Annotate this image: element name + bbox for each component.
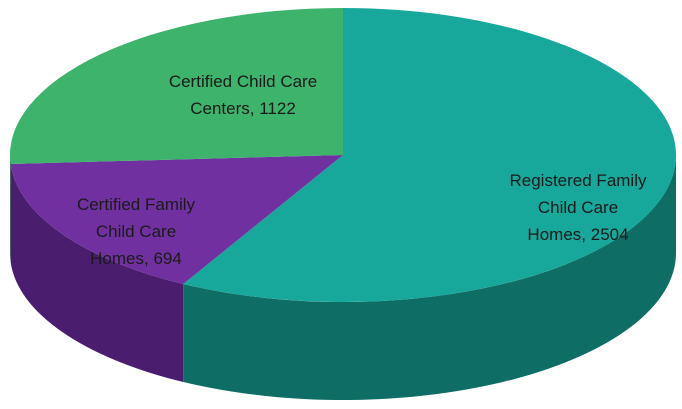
label-value: 2504	[590, 224, 629, 244]
label-value: 694	[153, 248, 182, 268]
pie-slice	[10, 155, 344, 284]
data-label: Certified Family Child Care Homes, 694	[66, 166, 206, 296]
data-label-inner: Certified Family Child Care Homes, 694	[66, 191, 206, 272]
pie-slice	[9, 8, 344, 164]
pie-side	[9, 155, 11, 262]
data-label: Certified Child Care Centers, 1122	[158, 30, 328, 160]
label-category: Certified Child Care Centers	[168, 72, 318, 118]
pie-side	[183, 155, 676, 400]
label-separator: ,	[249, 99, 255, 118]
data-label-inner: Registered Family Child Care Homes, 2504	[508, 167, 648, 248]
data-label-inner: Certified Child Care Centers, 1122	[158, 68, 328, 122]
data-label-text: Certified Child Care Centers, 1122	[158, 30, 328, 160]
data-label: Registered Family Child Care Homes, 2504	[508, 142, 648, 272]
label-separator: ,	[144, 248, 149, 268]
pie-side	[10, 163, 184, 382]
label-category: Registered Family Child Care Homes	[509, 170, 647, 244]
label-separator: ,	[581, 224, 587, 244]
pie-slice	[183, 8, 677, 302]
data-label-text: Certified Family Child Care Homes, 694	[66, 166, 206, 296]
data-label-text: Registered Family Child Care Homes, 2504	[508, 142, 648, 272]
label-value: 1122	[259, 99, 296, 118]
label-category: Certified Family Child Care Homes	[76, 194, 196, 268]
